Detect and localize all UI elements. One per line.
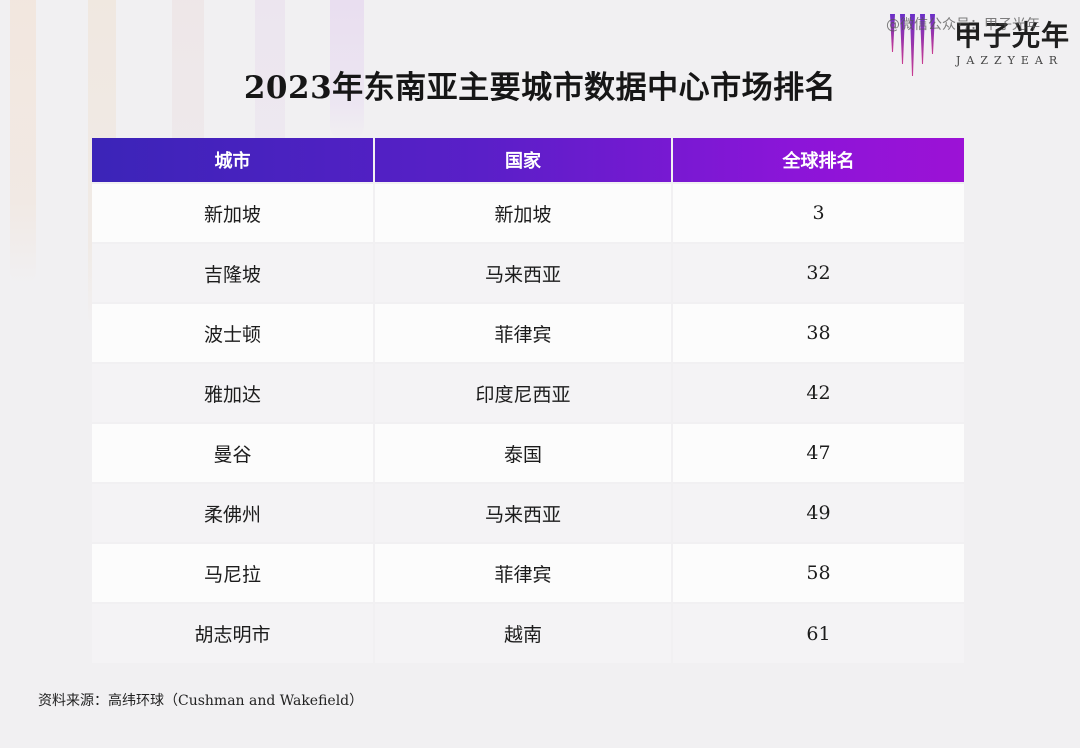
- table-row: 吉隆坡 马来西亚 32: [92, 242, 964, 303]
- rank-cell: 49: [671, 482, 964, 543]
- country-cell: 泰国: [373, 422, 672, 483]
- city-cell: 马尼拉: [92, 542, 374, 603]
- table-row: 波士顿 菲律宾 38: [92, 302, 964, 363]
- rank-cell: 42: [671, 362, 964, 423]
- watermark: @微信公众号：甲子光年: [886, 17, 1040, 33]
- rank-cell: 3: [671, 182, 964, 243]
- rank-cell: 32: [671, 242, 964, 303]
- table-row: 柔佛州 马来西亚 49: [92, 482, 964, 543]
- city-cell: 波士顿: [92, 302, 374, 363]
- city-cell: 新加坡: [92, 182, 374, 243]
- country-cell: 新加坡: [373, 182, 672, 243]
- country-cell: 马来西亚: [373, 242, 672, 303]
- country-cell: 印度尼西亚: [373, 362, 672, 423]
- table-row: 雅加达 印度尼西亚 42: [92, 362, 964, 423]
- table-row: 新加坡 新加坡 3: [92, 182, 964, 243]
- decorative-streak: [330, 0, 364, 140]
- city-cell: 柔佛州: [92, 482, 374, 543]
- city-cell: 吉隆坡: [92, 242, 374, 303]
- chart-title: 2023年东南亚主要城市数据中心市场排名: [243, 70, 837, 106]
- column-header-rank: 全球排名: [671, 138, 964, 183]
- table-row: 马尼拉 菲律宾 58: [92, 542, 964, 603]
- city-cell: 雅加达: [92, 362, 374, 423]
- rank-cell: 47: [671, 422, 964, 483]
- logo-wordmark: 甲子光年: [954, 19, 1071, 52]
- country-cell: 越南: [373, 602, 672, 663]
- table-row: 胡志明市 越南 61: [92, 602, 964, 663]
- country-cell: 菲律宾: [373, 542, 672, 603]
- city-cell: 曼谷: [92, 422, 374, 483]
- city-cell: 胡志明市: [92, 602, 374, 663]
- table-row: 曼谷 泰国 47: [92, 422, 964, 483]
- brand-logo: 甲子光年 JAZZYEAR: [888, 8, 1073, 80]
- column-header-city: 城市: [214, 151, 251, 172]
- country-cell: 菲律宾: [373, 302, 672, 363]
- rank-cell: 38: [671, 302, 964, 363]
- country-cell: 马来西亚: [373, 482, 672, 543]
- logo-subtitle: JAZZYEAR: [956, 54, 1064, 67]
- rank-cell: 61: [671, 602, 964, 663]
- logo-bars-icon: [890, 14, 935, 76]
- table-header-row: 城市 国家 全球排名: [92, 138, 964, 183]
- source-note: 资料来源：高纬环球（Cushman and Wakefield）: [38, 693, 364, 709]
- rank-cell: 58: [671, 542, 964, 603]
- ranking-table: 城市 国家 全球排名 新加坡 新加坡 3 吉隆坡 马来西亚 32 波士顿 菲律宾…: [92, 138, 964, 663]
- column-header-country: 国家: [373, 138, 672, 183]
- decorative-streak: [10, 0, 36, 285]
